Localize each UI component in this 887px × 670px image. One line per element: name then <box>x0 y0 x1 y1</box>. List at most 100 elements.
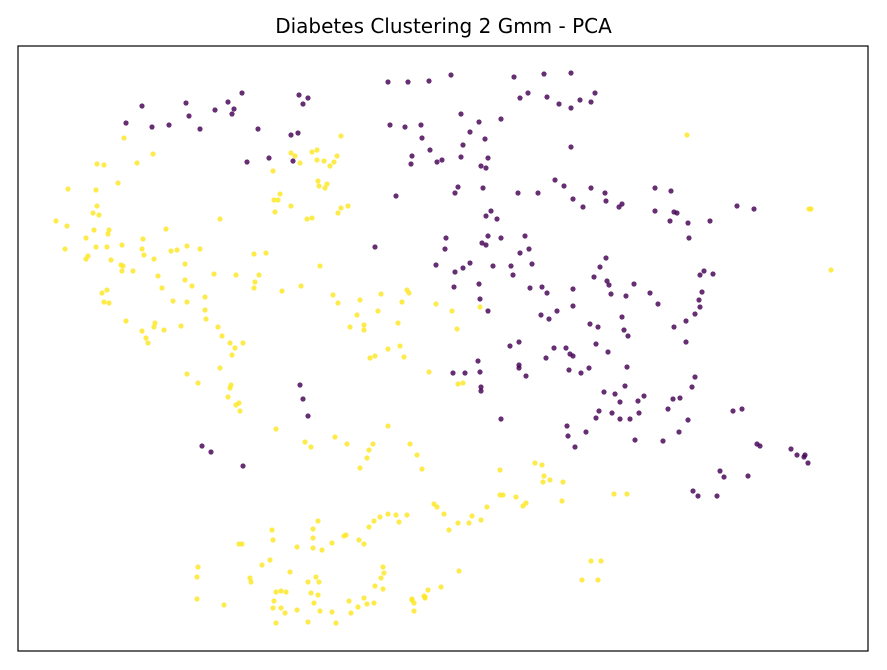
scatter-point-cluster-1 <box>578 370 584 376</box>
scatter-point-cluster-2 <box>94 203 100 209</box>
scatter-point-cluster-1 <box>488 208 494 214</box>
scatter-point-cluster-1 <box>631 281 637 287</box>
scatter-point-cluster-2 <box>259 562 265 568</box>
scatter-point-cluster-1 <box>591 274 597 280</box>
scatter-point-cluster-1 <box>450 370 456 376</box>
scatter-point-cluster-1 <box>660 438 666 444</box>
scatter-point-cluster-2 <box>331 159 337 165</box>
scatter-point-cluster-1 <box>605 349 611 355</box>
scatter-point-cluster-2 <box>189 283 195 289</box>
scatter-point-cluster-2 <box>106 227 112 233</box>
scatter-point-cluster-1 <box>455 184 461 190</box>
scatter-point-cluster-2 <box>338 133 344 139</box>
scatter-point-cluster-2 <box>315 178 321 184</box>
scatter-point-cluster-1 <box>427 147 433 153</box>
scatter-point-cluster-1 <box>433 262 439 268</box>
scatter-point-cluster-2 <box>588 558 594 564</box>
scatter-point-cluster-1 <box>476 119 482 125</box>
scatter-point-cluster-2 <box>539 462 545 468</box>
scatter-point-cluster-1 <box>197 126 203 132</box>
scatter-point-cluster-2 <box>294 607 300 613</box>
scatter-point-cluster-2 <box>104 287 110 293</box>
scatter-point-cluster-1 <box>434 159 440 165</box>
scatter-point-cluster-2 <box>194 574 200 580</box>
scatter-point-cluster-1 <box>516 362 522 368</box>
scatter-point-cluster-2 <box>560 479 566 485</box>
scatter-point-cluster-1 <box>632 437 638 443</box>
scatter-point-cluster-2 <box>828 267 834 273</box>
scatter-point-cluster-2 <box>310 535 316 541</box>
scatter-point-cluster-2 <box>267 557 273 563</box>
scatter-point-cluster-1 <box>526 246 532 252</box>
scatter-point-cluster-2 <box>288 150 294 156</box>
scatter-point-cluster-2 <box>130 268 136 274</box>
scatter-point-cluster-2 <box>202 307 208 313</box>
scatter-point-cluster-2 <box>182 277 188 283</box>
scatter-point-cluster-1 <box>305 413 311 419</box>
scatter-point-cluster-1 <box>544 290 550 296</box>
scatter-point-cluster-2 <box>334 153 340 159</box>
scatter-point-cluster-2 <box>431 501 437 507</box>
scatter-point-cluster-1 <box>477 296 483 302</box>
scatter-point-cluster-1 <box>697 272 703 278</box>
scatter-point-cluster-1 <box>458 154 464 160</box>
scatter-point-cluster-1 <box>568 144 574 150</box>
scatter-point-cluster-1 <box>305 95 311 101</box>
scatter-point-cluster-2 <box>345 203 351 209</box>
data-points <box>53 70 834 626</box>
scatter-point-cluster-2 <box>227 385 233 391</box>
scatter-point-cluster-1 <box>556 101 562 107</box>
scatter-point-cluster-2 <box>134 160 140 166</box>
scatter-point-cluster-1 <box>624 364 630 370</box>
scatter-point-cluster-1 <box>617 416 623 422</box>
scatter-point-cluster-2 <box>121 135 127 141</box>
scatter-point-cluster-2 <box>317 608 323 614</box>
scatter-point-cluster-2 <box>425 587 431 593</box>
scatter-point-cluster-2 <box>497 467 503 473</box>
scatter-point-cluster-2 <box>332 434 338 440</box>
scatter-point-cluster-2 <box>275 197 281 203</box>
scatter-point-cluster-1 <box>595 324 601 330</box>
scatter-point-cluster-1 <box>683 318 689 324</box>
scatter-point-cluster-2 <box>203 316 209 322</box>
scatter-point-cluster-2 <box>278 588 284 594</box>
scatter-point-cluster-1 <box>621 327 627 333</box>
scatter-point-cluster-2 <box>308 590 314 596</box>
scatter-point-cluster-2 <box>119 242 125 248</box>
scatter-point-cluster-1 <box>149 124 155 130</box>
scatter-point-cluster-1 <box>695 493 701 499</box>
scatter-point-cluster-2 <box>361 322 367 328</box>
scatter-point-cluster-2 <box>497 492 503 498</box>
scatter-point-cluster-2 <box>484 504 490 510</box>
scatter-point-cluster-2 <box>305 619 311 625</box>
scatter-point-cluster-1 <box>485 155 491 161</box>
scatter-point-cluster-2 <box>309 215 315 221</box>
scatter-point-cluster-1 <box>208 449 214 455</box>
scatter-point-cluster-1 <box>515 190 521 196</box>
scatter-point-cluster-1 <box>418 122 424 128</box>
scatter-point-cluster-1 <box>572 444 578 450</box>
scatter-point-cluster-1 <box>583 429 589 435</box>
scatter-point-cluster-2 <box>598 558 604 564</box>
scatter-point-cluster-1 <box>546 316 552 322</box>
scatter-point-cluster-2 <box>221 602 227 608</box>
scatter-point-cluster-2 <box>559 498 565 504</box>
scatter-point-cluster-2 <box>139 328 145 334</box>
scatter-point-cluster-1 <box>507 343 513 349</box>
scatter-point-cluster-2 <box>233 272 239 278</box>
scatter-point-cluster-2 <box>454 326 460 332</box>
scatter-point-cluster-1 <box>788 446 794 452</box>
scatter-point-cluster-1 <box>601 389 607 395</box>
scatter-point-cluster-2 <box>419 466 425 472</box>
scatter-point-cluster-1 <box>699 289 705 295</box>
scatter-point-cluster-2 <box>396 519 402 525</box>
scatter-point-cluster-1 <box>671 324 677 330</box>
scatter-point-cluster-2 <box>315 592 321 598</box>
scatter-point-cluster-2 <box>357 465 363 471</box>
scatter-point-cluster-2 <box>372 353 378 359</box>
scatter-point-cluster-2 <box>184 299 190 305</box>
scatter-point-cluster-2 <box>170 298 176 304</box>
scatter-point-cluster-2 <box>263 250 269 256</box>
scatter-point-cluster-2 <box>381 570 387 576</box>
scatter-point-cluster-1 <box>730 408 736 414</box>
